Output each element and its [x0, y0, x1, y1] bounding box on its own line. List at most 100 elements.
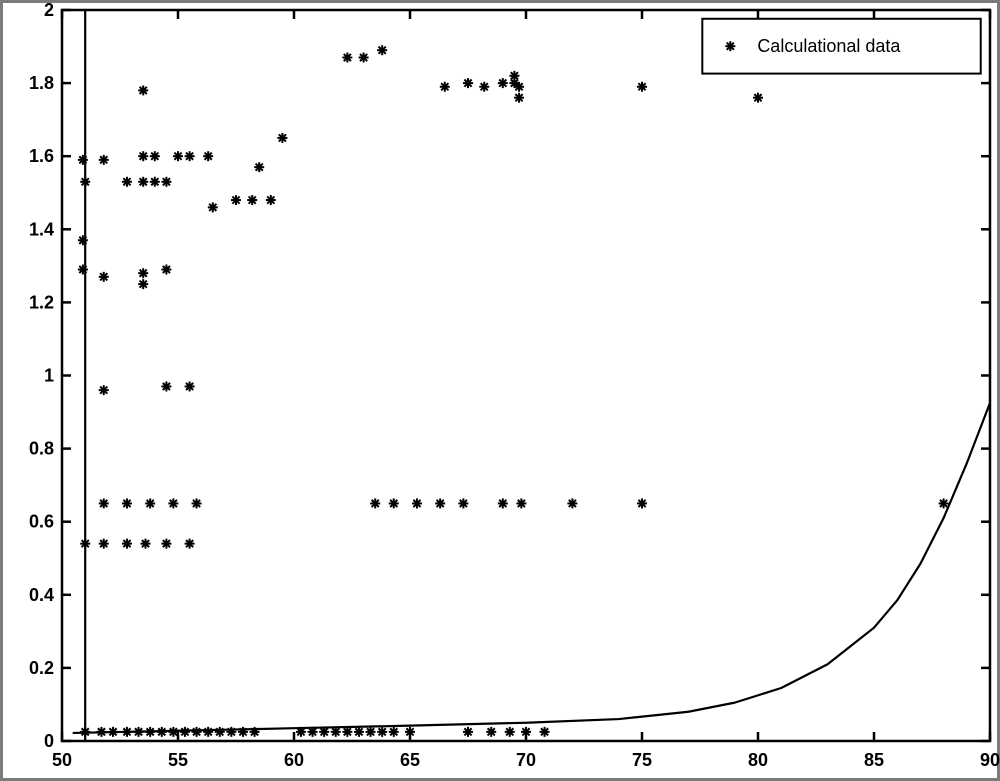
y-tick-label: 0.2: [29, 658, 54, 678]
data-point: [203, 727, 213, 737]
x-tick-label: 80: [748, 750, 768, 770]
data-point: [161, 177, 171, 187]
data-point: [753, 93, 763, 103]
data-point: [161, 539, 171, 549]
x-tick-label: 65: [400, 750, 420, 770]
y-tick-label: 0: [44, 731, 54, 751]
x-tick-label: 55: [168, 750, 188, 770]
data-point: [296, 727, 306, 737]
data-point: [540, 727, 550, 737]
data-point: [359, 53, 369, 63]
data-point: [516, 498, 526, 508]
data-point: [99, 498, 109, 508]
data-point: [377, 727, 387, 737]
data-point: [122, 177, 132, 187]
data-point: [150, 151, 160, 161]
y-tick-label: 1: [44, 366, 54, 386]
data-point: [308, 727, 318, 737]
data-point: [405, 727, 415, 737]
x-tick-label: 70: [516, 750, 536, 770]
x-tick-label: 75: [632, 750, 652, 770]
data-point: [122, 727, 132, 737]
data-point: [637, 498, 647, 508]
data-point: [354, 727, 364, 737]
data-point: [138, 177, 148, 187]
data-point: [78, 235, 88, 245]
data-point: [134, 727, 144, 737]
data-point: [440, 82, 450, 92]
data-point: [173, 151, 183, 161]
data-point: [122, 498, 132, 508]
x-tick-label: 85: [864, 750, 884, 770]
data-point: [231, 195, 241, 205]
y-tick-label: 1.6: [29, 146, 54, 166]
data-point: [521, 727, 531, 737]
data-point: [203, 151, 213, 161]
y-tick-label: 0.8: [29, 439, 54, 459]
data-point: [157, 727, 167, 737]
data-point: [389, 498, 399, 508]
data-point: [463, 727, 473, 737]
data-point: [342, 727, 352, 737]
data-point: [192, 498, 202, 508]
data-point: [99, 385, 109, 395]
data-point: [498, 78, 508, 88]
data-point: [498, 498, 508, 508]
data-point: [161, 381, 171, 391]
data-point: [138, 85, 148, 95]
x-tick-label: 90: [980, 750, 1000, 770]
legend-marker: [725, 41, 735, 51]
data-point: [463, 78, 473, 88]
data-point: [247, 195, 257, 205]
y-tick-label: 2: [44, 0, 54, 20]
data-point: [80, 177, 90, 187]
data-point: [141, 539, 151, 549]
data-point: [138, 268, 148, 278]
data-point: [161, 265, 171, 275]
data-point: [99, 272, 109, 282]
data-point: [514, 93, 524, 103]
data-point: [331, 727, 341, 737]
data-point: [185, 381, 195, 391]
data-point: [122, 539, 132, 549]
data-point: [366, 727, 376, 737]
data-point: [185, 539, 195, 549]
data-point: [150, 177, 160, 187]
data-point: [254, 162, 264, 172]
legend: Calculational data: [702, 19, 980, 74]
data-point: [108, 727, 118, 737]
data-point: [342, 53, 352, 63]
data-point: [505, 727, 515, 737]
data-point: [412, 498, 422, 508]
data-point: [514, 82, 524, 92]
data-point: [180, 727, 190, 737]
data-point: [939, 498, 949, 508]
data-point: [370, 498, 380, 508]
data-point: [138, 151, 148, 161]
scatter-chart: 50556065707580859000.20.40.60.811.21.41.…: [0, 0, 1000, 781]
data-point: [80, 539, 90, 549]
data-point: [567, 498, 577, 508]
data-point: [226, 727, 236, 737]
data-point: [138, 279, 148, 289]
plot-area: [62, 10, 990, 741]
data-point: [99, 155, 109, 165]
data-point: [637, 82, 647, 92]
data-point: [168, 498, 178, 508]
data-point: [168, 727, 178, 737]
x-tick-label: 60: [284, 750, 304, 770]
data-point: [277, 133, 287, 143]
y-tick-label: 1.2: [29, 292, 54, 312]
data-point: [208, 202, 218, 212]
data-point: [185, 151, 195, 161]
data-point: [78, 155, 88, 165]
data-point: [266, 195, 276, 205]
x-tick-label: 50: [52, 750, 72, 770]
data-point: [80, 727, 90, 737]
y-tick-label: 1.8: [29, 73, 54, 93]
y-tick-label: 0.4: [29, 585, 54, 605]
data-point: [145, 498, 155, 508]
data-point: [319, 727, 329, 737]
data-point: [435, 498, 445, 508]
data-point: [389, 727, 399, 737]
